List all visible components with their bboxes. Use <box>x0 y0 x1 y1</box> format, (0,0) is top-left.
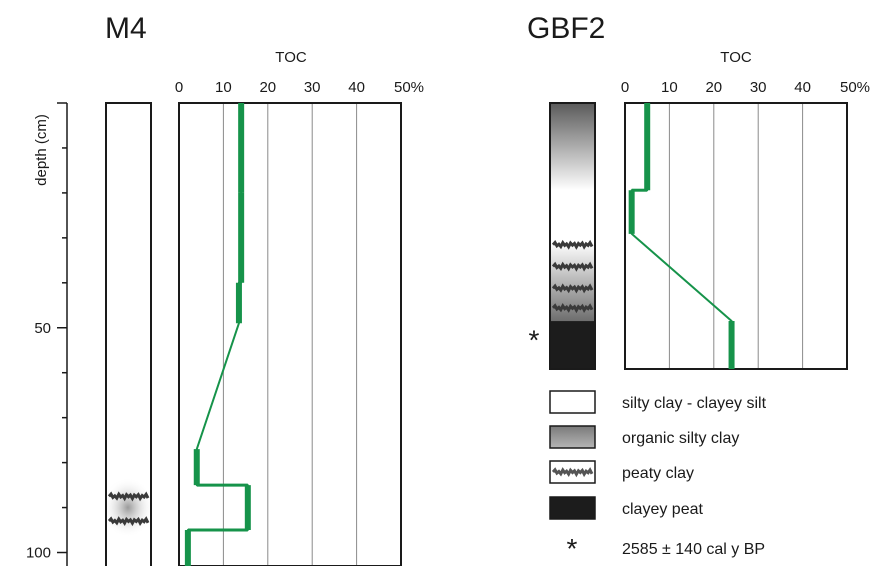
date-marker-asterisk: * <box>529 324 540 355</box>
legend-swatch-organic <box>549 425 596 449</box>
depth-axis-title: depth (cm) <box>33 114 50 186</box>
x-tick-label: 40 <box>348 79 365 96</box>
gbf2-core-outline <box>549 102 596 370</box>
legend-label: silty clay - clayey silt <box>622 395 767 412</box>
legend-label: peaty clay <box>622 465 694 482</box>
legend-label: clayey peat <box>622 501 703 518</box>
peaty-band <box>107 516 150 527</box>
peaty-band <box>551 261 594 272</box>
legend-asterisk-icon: * <box>567 533 578 564</box>
m4-toc-plot: 0 10 20 30 40 50% <box>175 79 424 566</box>
peaty-band <box>551 302 594 314</box>
peaty-halo <box>102 477 154 538</box>
gbf2-title: GBF2 <box>527 12 605 45</box>
m4-toc-axis-title: TOC <box>275 49 307 66</box>
legend-swatch-clayey-peat <box>549 496 596 520</box>
legend-swatch-silty-clay <box>549 390 596 414</box>
legend-label: organic silty clay <box>622 430 739 447</box>
x-tick-label: 20 <box>259 79 276 96</box>
m4-depth-axis: 50 100 <box>26 102 68 566</box>
x-tick-label: 40 <box>794 79 811 96</box>
peaty-band <box>107 491 150 502</box>
legend-peaty-band <box>551 467 594 478</box>
x-tick-label: 30 <box>750 79 767 96</box>
x-tick-label: 10 <box>215 79 232 96</box>
depth-tick-label: 50 <box>34 320 51 337</box>
core-unit <box>550 190 595 243</box>
plot-frame <box>178 102 402 566</box>
x-tick-label: 0 <box>621 79 629 96</box>
depth-tick-label: 100 <box>26 545 51 562</box>
m4-core-outline <box>105 102 152 566</box>
peaty-band <box>551 239 594 250</box>
gbf2-toc-plot: 0 10 20 30 40 50% <box>621 79 870 370</box>
gbf2-core-column: * <box>529 102 596 370</box>
m4-core-column <box>102 102 154 566</box>
plot-frame <box>624 102 848 370</box>
legend-label: 2585 ± 140 cal y BP <box>622 541 765 558</box>
core-unit <box>550 321 595 369</box>
x-tick-label: 20 <box>705 79 722 96</box>
m4-title: M4 <box>105 12 147 45</box>
lithology-legend: silty clay - clayey silt organic silty cl… <box>549 390 767 564</box>
peaty-band <box>551 283 594 294</box>
gbf2-toc-axis-title: TOC <box>720 49 752 66</box>
x-tick-label: 0 <box>175 79 183 96</box>
x-tick-label: 30 <box>304 79 321 96</box>
x-tick-label: 10 <box>661 79 678 96</box>
x-tick-label: 50% <box>840 79 870 96</box>
x-tick-label: 50% <box>394 79 424 96</box>
core-unit <box>550 103 595 191</box>
